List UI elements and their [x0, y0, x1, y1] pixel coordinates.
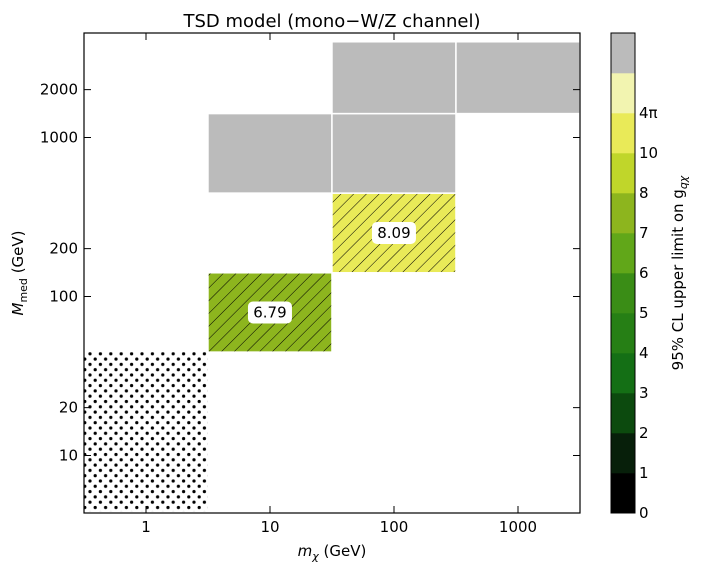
chart-title: TSD model (mono−W/Z channel): [182, 11, 480, 32]
colorbar-tick-label: 1: [639, 464, 649, 482]
y-axis-ticks: 10 20 100 200 1000 2000: [40, 81, 580, 465]
colorbar-segment: [611, 433, 635, 474]
colorbar-tick-label: 6: [639, 264, 649, 282]
heatmap-cell: [207, 112, 333, 194]
heatmap-cell: [455, 41, 581, 115]
x-tick-label: 100: [380, 518, 409, 536]
colorbar-segment: [611, 473, 635, 514]
heatmap-cell-dots: [84, 352, 208, 512]
colorbar-tick-label: 4π: [639, 104, 658, 122]
colorbar: 0 1 2 3 4 5 6 7 8 10 4π: [611, 33, 658, 522]
y-tick-label: 20: [59, 399, 78, 417]
colorbar-segment: [611, 353, 635, 394]
plot-frame: [83, 32, 581, 514]
y-tick-label: 1000: [40, 129, 78, 147]
colorbar-tick-label: 10: [639, 144, 658, 162]
cell-value-label: 6.79: [253, 303, 286, 321]
colorbar-segment: [611, 273, 635, 314]
x-axis-label: mχ (GeV): [298, 542, 367, 563]
y-tick-label: 200: [49, 240, 78, 258]
y-tick-label: 10: [59, 447, 78, 465]
colorbar-tick-label: 5: [639, 304, 649, 322]
x-axis-ticks: 1 10 100 1000: [141, 33, 537, 536]
colorbar-segment: [611, 193, 635, 234]
colorbar-tick-label: 7: [639, 224, 649, 242]
colorbar-segment: [611, 153, 635, 194]
colorbar-segment: [611, 113, 635, 154]
x-tick-label: 1000: [499, 518, 537, 536]
x-tick-label: 10: [260, 518, 279, 536]
colorbar-label: 95% CL upper limit on gqχ: [669, 175, 690, 370]
colorbar-segment: [611, 393, 635, 434]
y-tick-label: 2000: [40, 81, 78, 99]
colorbar-frame: [610, 32, 636, 514]
colorbar-tick-label: 2: [639, 424, 649, 442]
colorbar-tick-label: 4: [639, 344, 649, 362]
colorbar-segment: [611, 73, 635, 114]
colorbar-segment: [611, 33, 635, 74]
colorbar-tick-label: 3: [639, 384, 649, 402]
cell-value-label: 8.09: [377, 224, 410, 242]
colorbar-segment: [611, 313, 635, 354]
colorbar-segment: [611, 233, 635, 274]
cell-labels: 6.79 8.09: [247, 221, 416, 324]
x-tick-label: 1: [141, 518, 151, 536]
colorbar-tick-label: 8: [639, 184, 649, 202]
cell-label-box: [371, 221, 416, 244]
heatmap-cells: [83, 41, 581, 512]
colorbar-tick-label: 0: [639, 504, 649, 522]
cell-label-box: [247, 301, 292, 324]
heatmap-cell: [331, 112, 457, 194]
heatmap-cell: [331, 41, 457, 115]
y-axis-label: Mmed (GeV): [9, 230, 30, 315]
y-tick-label: 100: [49, 288, 78, 306]
